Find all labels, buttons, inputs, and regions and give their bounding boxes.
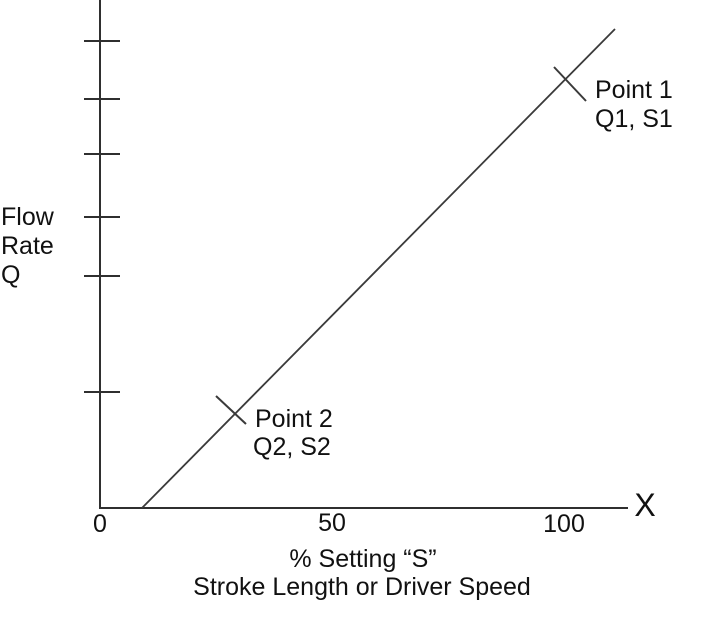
point1-value-label: Q1, S1 <box>595 105 673 133</box>
point1-label: Point 1 <box>595 76 673 104</box>
x-axis-title-line2: Stroke Length or Driver Speed <box>193 573 531 601</box>
point2-marker <box>215 395 247 425</box>
point1-marker <box>553 66 587 102</box>
trend-line <box>141 28 616 509</box>
x-tick-label-50: 50 <box>318 509 346 537</box>
x-axis-end-label: X <box>634 487 656 523</box>
x-axis-title-line1: % Setting “S” <box>289 545 437 573</box>
y-axis-label: Flow Rate Q <box>1 203 54 289</box>
point2-label: Point 2 <box>255 405 333 433</box>
x-tick-label-100: 100 <box>543 510 585 538</box>
point2-value-label: Q2, S2 <box>253 433 331 461</box>
x-tick-label-0: 0 <box>93 510 107 538</box>
